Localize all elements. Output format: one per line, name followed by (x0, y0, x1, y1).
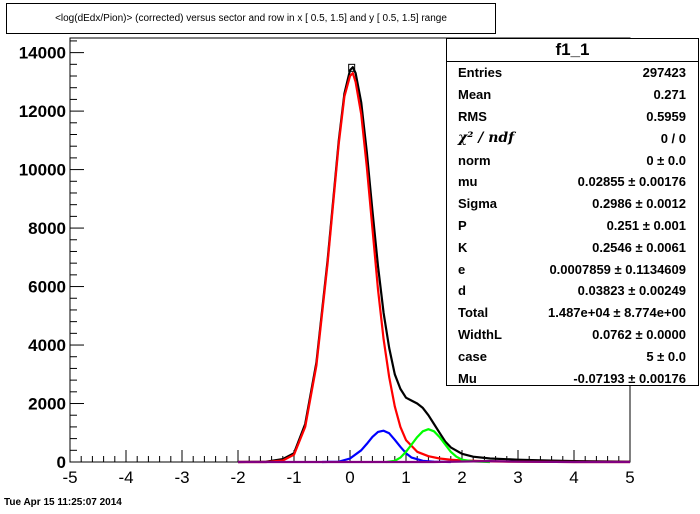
x-tick-label: 2 (457, 468, 466, 487)
y-tick-label: 2000 (28, 395, 66, 414)
stats-label: WidthL (458, 326, 502, 342)
stats-value: 0 / 0 (660, 130, 686, 146)
stats-value: 0.251 ± 0.001 (606, 217, 686, 233)
stats-row: WidthL 0.0762 ± 0.0000 (447, 324, 698, 346)
stats-label: Mu (458, 370, 477, 386)
series-line (238, 460, 630, 464)
x-tick-label: 1 (401, 468, 410, 487)
stats-value: 0.0007859 ± 0.1134609 (549, 261, 686, 277)
y-tick-label: 14000 (19, 44, 66, 63)
stats-rows: Entries 297423 Mean 0.271 RMS 0.5959 χ² / ndf 0… (447, 62, 698, 389)
chart-title-box: <log(dEdx/Pion)> (corrected) versus sect… (6, 3, 496, 34)
stats-value: 1.487e+04 ± 8.774e+00 (548, 305, 686, 321)
y-tick-label: 10000 (19, 161, 66, 180)
stats-row: P 0.251 ± 0.001 (447, 215, 698, 237)
stats-value: 0.02855 ± 0.00176 (577, 174, 686, 190)
stats-label: RMS (458, 108, 487, 124)
stats-value: 297423 (642, 65, 686, 81)
x-tick-label: -1 (286, 468, 301, 487)
stats-row: Sigma 0.2986 ± 0.0012 (447, 193, 698, 215)
x-tick-label: -4 (118, 468, 133, 487)
stats-row: case 5 ± 0.0 (447, 345, 698, 367)
stats-row: norm 0 ± 0.0 (447, 149, 698, 171)
stats-label: Mean (458, 87, 492, 103)
chart-title: <log(dEdx/Pion)> (corrected) versus sect… (55, 13, 447, 24)
y-tick-label: 8000 (28, 219, 66, 238)
stats-value: 0.5959 (646, 108, 686, 124)
series-line (238, 71, 630, 464)
stats-row: K 0.2546 ± 0.0061 (447, 236, 698, 258)
y-tick-label: 4000 (28, 336, 66, 355)
x-tick-label: 4 (569, 468, 578, 487)
stats-row: e 0.0007859 ± 0.1134609 (447, 258, 698, 280)
x-tick-label: -2 (230, 468, 245, 487)
stats-label: e (458, 261, 466, 277)
stats-row: Entries 297423 (447, 62, 698, 84)
stats-label: K (458, 239, 468, 255)
x-tick-label: 3 (513, 468, 522, 487)
stats-row: Total 1.487e+04 ± 8.774e+00 (447, 302, 698, 324)
stats-value: 0.271 (653, 87, 686, 103)
x-tick-label: -5 (62, 468, 77, 487)
stats-label: norm (458, 152, 491, 168)
stats-value: 0.0762 ± 0.0000 (592, 326, 686, 342)
timestamp-footer: Tue Apr 15 11:25:07 2014 (4, 497, 122, 508)
stats-row: RMS 0.5959 (447, 106, 698, 128)
x-tick-label: 5 (625, 468, 634, 487)
stats-label: Sigma (458, 196, 498, 212)
y-tick-label: 0 (57, 453, 66, 472)
stats-label: P (458, 217, 467, 233)
stats-row: Mu -0.07193 ± 0.00176 (447, 367, 698, 389)
stats-value: 0 ± 0.0 (646, 152, 686, 168)
stats-value: -0.07193 ± 0.00176 (573, 370, 686, 386)
stats-title: f1_1 (447, 39, 698, 62)
stats-row: d 0.03823 ± 0.00249 (447, 280, 698, 302)
stats-row: Mean 0.271 (447, 84, 698, 106)
stats-value: 5 ± 0.0 (646, 348, 686, 364)
stats-value: 0.2986 ± 0.0012 (592, 196, 686, 212)
stats-label: d (458, 283, 466, 299)
stats-label: mu (458, 174, 478, 190)
series-line (321, 429, 451, 464)
y-tick-label: 6000 (28, 278, 66, 297)
series-line (386, 428, 491, 464)
stats-row: χ² / ndf 0 / 0 (447, 127, 698, 149)
stats-row: mu 0.02855 ± 0.00176 (447, 171, 698, 193)
stats-label: χ² / ndf (458, 130, 515, 147)
stats-box: f1_1 Entries 297423 Mean 0.271 RMS 0.5959 χ² /… (446, 38, 699, 386)
stats-label: Entries (458, 65, 503, 81)
stats-value: 0.2546 ± 0.0061 (592, 239, 686, 255)
stats-value: 0.03823 ± 0.00249 (577, 283, 686, 299)
peak-marker (348, 63, 356, 72)
stats-label: case (458, 348, 487, 364)
stats-label: Total (458, 305, 489, 321)
x-tick-label: 0 (345, 468, 354, 487)
x-tick-label: -3 (174, 468, 189, 487)
y-tick-label: 12000 (19, 102, 66, 121)
